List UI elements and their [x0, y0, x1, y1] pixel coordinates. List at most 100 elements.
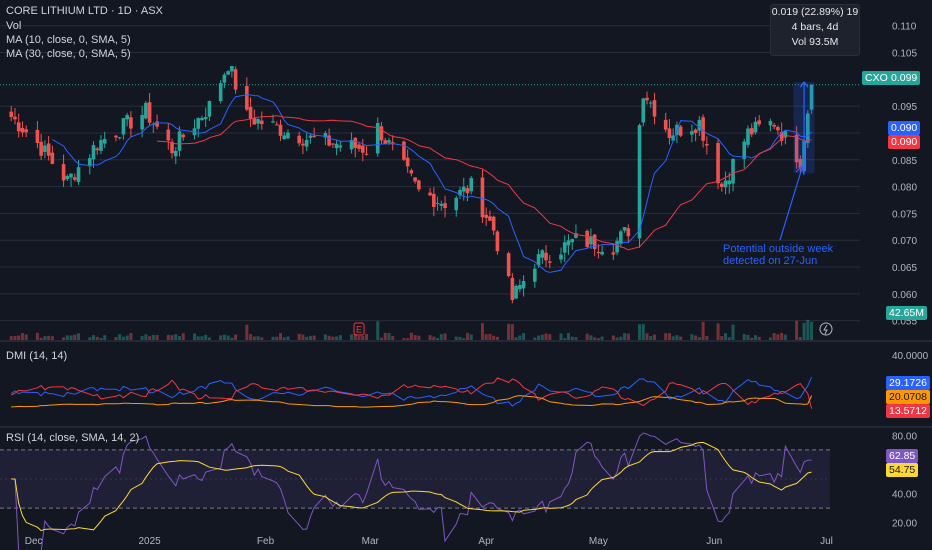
- volume-bar: [615, 337, 619, 340]
- annotation-note[interactable]: Potential outside week detected on 27-Ju…: [723, 243, 833, 267]
- volume-bar: [77, 333, 81, 340]
- time-tick-label: Feb: [257, 536, 275, 547]
- volume-bar: [204, 334, 208, 340]
- volume-bar: [780, 332, 784, 340]
- candle-body: [592, 234, 597, 250]
- ma10-line: [52, 94, 812, 273]
- volume-bar: [667, 333, 671, 340]
- candle-body: [574, 233, 578, 238]
- candle-body: [753, 121, 758, 133]
- price-tick-label: 0.070: [892, 236, 917, 247]
- candle-body: [480, 177, 485, 218]
- candle-body: [99, 140, 103, 151]
- volume-bar: [387, 333, 391, 340]
- candle-body: [768, 121, 773, 126]
- candle-body: [413, 177, 417, 182]
- volume-bar: [103, 335, 107, 340]
- volume-bar: [245, 324, 249, 340]
- candle-body: [469, 178, 474, 192]
- symbol-title[interactable]: CORE LITHIUM LTD · 1D · ASX: [6, 5, 163, 17]
- candle-body: [652, 100, 657, 117]
- measure-arrowhead: [799, 81, 809, 88]
- volume-bar: [443, 333, 447, 340]
- candle-body: [458, 189, 462, 196]
- volume-bar: [465, 332, 469, 340]
- price-tick-label: 0.085: [892, 156, 917, 167]
- candle-body: [383, 140, 388, 144]
- volume-bar: [43, 336, 47, 340]
- candle-body: [783, 131, 788, 138]
- volume-bar: [694, 335, 698, 340]
- candle-body: [46, 143, 51, 156]
- rsi-legend[interactable]: RSI (14, close, SMA, 14, 2): [6, 432, 140, 444]
- candle-body: [222, 74, 227, 83]
- candle-body: [521, 281, 526, 289]
- volume-bar: [495, 336, 499, 340]
- volume-bar: [544, 333, 548, 340]
- dmi-tick-label: 40.0000: [892, 351, 929, 362]
- volume-bar: [252, 336, 256, 340]
- candle-body: [278, 124, 283, 136]
- volume-bar: [570, 336, 574, 340]
- candle-body: [589, 236, 593, 245]
- annotation-line2: detected on 27-Jun: [723, 255, 818, 267]
- volume-bar: [484, 334, 488, 340]
- price-tick-label: 0.055: [892, 317, 917, 328]
- candle-body: [117, 137, 122, 139]
- volume-bar: [361, 335, 365, 340]
- ma10-legend[interactable]: MA (10, close, 0, SMA, 5): [6, 34, 131, 46]
- volume-bar: [731, 324, 735, 340]
- candle-body: [742, 141, 747, 160]
- candle-body: [338, 145, 343, 148]
- volume-bar: [151, 334, 155, 340]
- volume-bar: [600, 336, 604, 340]
- volume-bar: [327, 335, 331, 340]
- candle-body: [24, 129, 28, 133]
- volume-bar: [222, 334, 226, 340]
- last-price-badge: 0.099: [888, 71, 921, 85]
- measure-tooltip: 0.019 (22.89%) 19 4 bars, 4d Vol 93.5M: [770, 4, 860, 56]
- volume-bar: [271, 336, 275, 340]
- candle-body: [200, 117, 204, 121]
- volume-bar: [428, 335, 432, 340]
- candle-body: [626, 228, 631, 237]
- rsi-tick-label: 80.00: [892, 431, 917, 442]
- volume-bar: [563, 338, 567, 340]
- dmi-plus-line: [10, 376, 813, 407]
- candle-body: [43, 145, 47, 152]
- volume-bar: [510, 324, 514, 340]
- lightning-bolt-icon: [823, 324, 828, 335]
- volume-bar: [376, 321, 380, 340]
- volume-bar: [260, 337, 264, 340]
- volume-bar: [596, 338, 600, 340]
- candle-body: [252, 118, 257, 125]
- candle-body: [349, 140, 354, 150]
- measure-bars: 4 bars, 4d: [791, 21, 839, 33]
- candle-body: [693, 129, 698, 133]
- candle-body: [705, 143, 709, 146]
- candle-body: [375, 123, 380, 154]
- volume-bar: [39, 337, 43, 340]
- volume-bar: [353, 333, 357, 340]
- candle-body: [794, 134, 799, 163]
- volume-bar: [62, 337, 66, 340]
- price-tick-label: 0.105: [892, 49, 917, 60]
- volume-bar: [409, 332, 413, 340]
- candle-body: [230, 65, 234, 72]
- volume-bar: [286, 336, 290, 340]
- volume-bar: [480, 323, 484, 340]
- volume-bar: [166, 334, 170, 340]
- candle-body: [701, 117, 705, 141]
- volume-bar: [50, 336, 54, 340]
- volume-bar: [305, 336, 309, 340]
- price-axis: 0.1100.1050.0950.0900.0850.0800.0750.070…: [892, 22, 929, 530]
- dmi-legend[interactable]: DMI (14, 14): [6, 350, 68, 362]
- ma30-legend[interactable]: MA (30, close, 0, SMA, 5): [6, 48, 131, 60]
- price-tick-label: 0.075: [892, 209, 917, 220]
- volume-legend[interactable]: Vol: [6, 20, 22, 32]
- volume-bar: [454, 336, 458, 340]
- time-axis: Dec 2025 Feb Mar Apr May Jun Jul: [25, 536, 833, 547]
- candle-body: [533, 268, 537, 282]
- candle-body: [637, 125, 642, 239]
